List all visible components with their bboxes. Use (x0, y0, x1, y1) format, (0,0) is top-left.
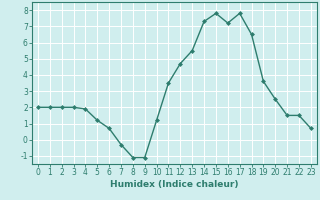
X-axis label: Humidex (Indice chaleur): Humidex (Indice chaleur) (110, 180, 239, 189)
